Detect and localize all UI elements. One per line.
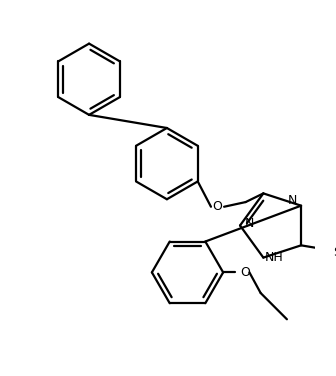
Text: NH: NH [265, 251, 284, 264]
Text: O: O [213, 200, 222, 213]
Text: N: N [288, 194, 297, 208]
Text: O: O [240, 266, 250, 279]
Text: S: S [333, 246, 336, 259]
Text: N: N [245, 217, 254, 230]
